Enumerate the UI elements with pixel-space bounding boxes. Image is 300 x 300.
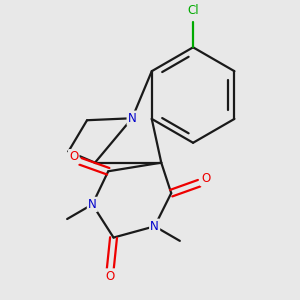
- Text: O: O: [106, 269, 115, 283]
- Text: N: N: [150, 220, 159, 233]
- Text: N: N: [88, 198, 97, 211]
- Text: Cl: Cl: [187, 4, 199, 17]
- Text: O: O: [69, 150, 78, 163]
- Text: O: O: [201, 172, 210, 185]
- Text: N: N: [128, 112, 136, 125]
